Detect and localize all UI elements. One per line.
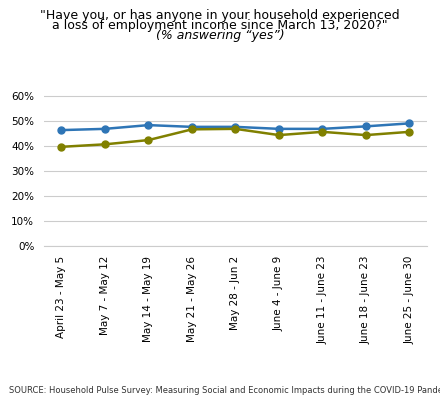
Minnesota bbox=[233, 127, 238, 131]
U.S. bbox=[102, 127, 107, 131]
Line: Minnesota: Minnesota bbox=[58, 125, 413, 150]
Minnesota bbox=[102, 142, 107, 147]
Minnesota bbox=[407, 129, 412, 134]
Text: "Have you, or has anyone in your household experienced: "Have you, or has anyone in your househo… bbox=[40, 9, 400, 22]
Text: SOURCE: Household Pulse Survey: Measuring Social and Economic Impacts during the: SOURCE: Household Pulse Survey: Measurin… bbox=[9, 386, 440, 395]
U.S. bbox=[363, 124, 369, 129]
U.S. bbox=[59, 128, 64, 133]
U.S. bbox=[233, 125, 238, 129]
Minnesota bbox=[363, 133, 369, 137]
U.S. bbox=[407, 121, 412, 126]
U.S. bbox=[320, 127, 325, 131]
Text: a loss of employment income since March 13, 2020?": a loss of employment income since March … bbox=[52, 19, 388, 32]
Minnesota bbox=[146, 138, 151, 143]
Minnesota bbox=[276, 133, 282, 137]
Text: (% answering “yes”): (% answering “yes”) bbox=[156, 29, 284, 42]
Minnesota bbox=[189, 127, 194, 132]
Minnesota bbox=[320, 129, 325, 134]
Minnesota bbox=[59, 145, 64, 149]
U.S. bbox=[189, 125, 194, 129]
U.S. bbox=[146, 123, 151, 127]
U.S. bbox=[276, 127, 282, 131]
Line: U.S.: U.S. bbox=[58, 120, 413, 133]
